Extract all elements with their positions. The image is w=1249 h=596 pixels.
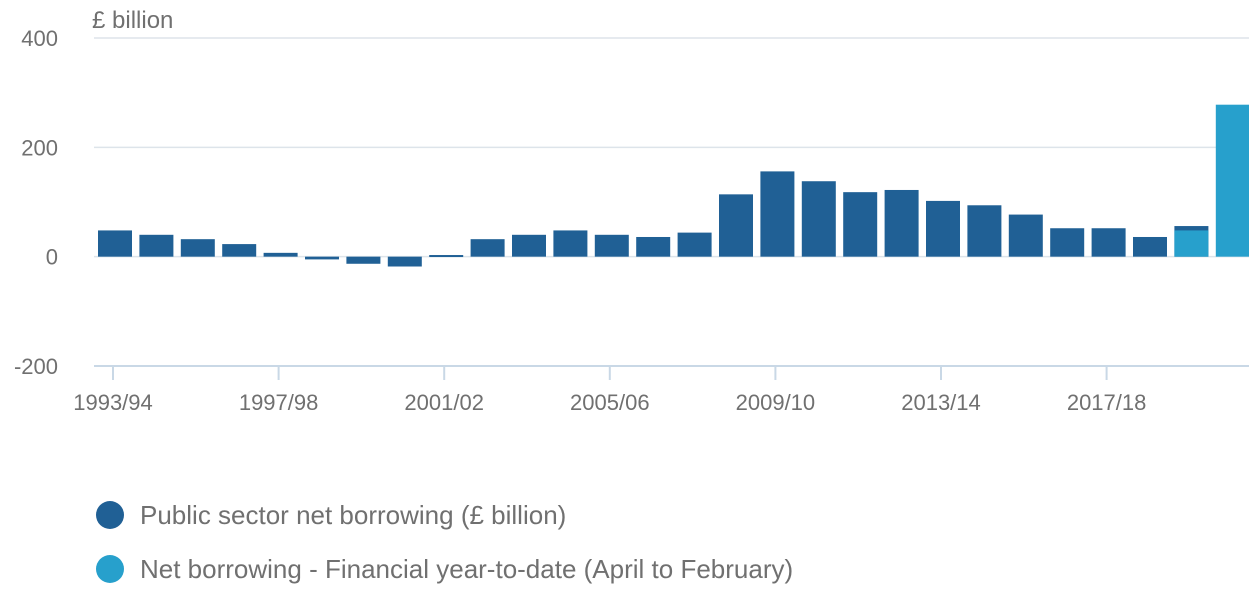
legend-swatch-dark-blue xyxy=(96,501,124,529)
bar-psnb[interactable] xyxy=(180,239,215,257)
bar-psnb[interactable] xyxy=(1050,228,1085,257)
x-tick-label: 1997/98 xyxy=(239,390,319,415)
bar-psnb[interactable] xyxy=(1091,228,1126,257)
bar-psnb[interactable] xyxy=(512,234,546,257)
legend-item-net-borrowing-ytd[interactable]: Net borrowing - Financial year-to-date (… xyxy=(96,542,793,596)
y-tick-label: 200 xyxy=(21,135,58,160)
y-axis-ticks: -200 0 200 400 xyxy=(14,26,58,379)
legend-label: Public sector net borrowing (£ billion) xyxy=(140,499,567,530)
bar-psnb[interactable] xyxy=(719,194,753,257)
x-tick-label: 1993/94 xyxy=(73,390,153,415)
legend-item-public-sector-net-borrowing[interactable]: Public sector net borrowing (£ billion) xyxy=(96,488,793,542)
bar-psnb[interactable] xyxy=(636,236,671,257)
bar-psnb[interactable] xyxy=(346,256,381,264)
bar-psnb[interactable] xyxy=(760,171,795,257)
bar-psnb[interactable] xyxy=(470,239,505,257)
bar-psnb[interactable] xyxy=(553,230,588,257)
bar-psnb[interactable] xyxy=(801,181,836,257)
bar-psnb[interactable] xyxy=(98,230,132,257)
bar-psnb[interactable] xyxy=(1133,236,1167,257)
bar-psnb[interactable] xyxy=(222,244,257,257)
bar-psnb[interactable] xyxy=(967,205,1002,257)
legend-swatch-light-blue xyxy=(96,555,124,583)
bar-psnb[interactable] xyxy=(263,252,298,257)
bars xyxy=(98,104,1249,267)
bar-psnb[interactable] xyxy=(387,256,422,267)
bar-psnb[interactable] xyxy=(305,256,339,260)
bar-psnb[interactable] xyxy=(926,200,960,257)
y-tick-label: -200 xyxy=(14,354,58,379)
x-tick-label: 2013/14 xyxy=(901,390,981,415)
bar-ytd[interactable] xyxy=(1215,104,1249,257)
bar-ytd[interactable] xyxy=(1174,230,1209,257)
x-axis: 1993/94 1997/98 2001/02 2005/06 2009/10 2013/… xyxy=(73,366,1146,415)
legend: Public sector net borrowing (£ billion) … xyxy=(96,488,793,596)
legend-label: Net borrowing - Financial year-to-date (… xyxy=(140,553,794,584)
x-tick-label: 2009/10 xyxy=(736,390,816,415)
gridlines xyxy=(94,37,1249,367)
x-tick-label: 2017/18 xyxy=(1067,390,1147,415)
y-axis-unit-label: £ billion xyxy=(92,7,173,34)
x-tick-label: 2001/02 xyxy=(404,390,484,415)
x-tick-label: 2005/06 xyxy=(570,390,650,415)
chart: -200 0 200 400 £ billion 1993/94 1997/98 2001… xyxy=(14,7,1249,415)
bar-psnb[interactable] xyxy=(677,232,712,257)
bar-psnb[interactable] xyxy=(884,189,919,257)
y-tick-label: 400 xyxy=(21,26,58,51)
y-tick-label: 0 xyxy=(46,245,58,270)
bar-psnb[interactable] xyxy=(429,255,464,258)
bar-psnb[interactable] xyxy=(843,192,878,257)
bar-psnb[interactable] xyxy=(139,234,174,257)
bar-psnb[interactable] xyxy=(594,234,629,257)
bar-psnb[interactable] xyxy=(1008,214,1043,257)
